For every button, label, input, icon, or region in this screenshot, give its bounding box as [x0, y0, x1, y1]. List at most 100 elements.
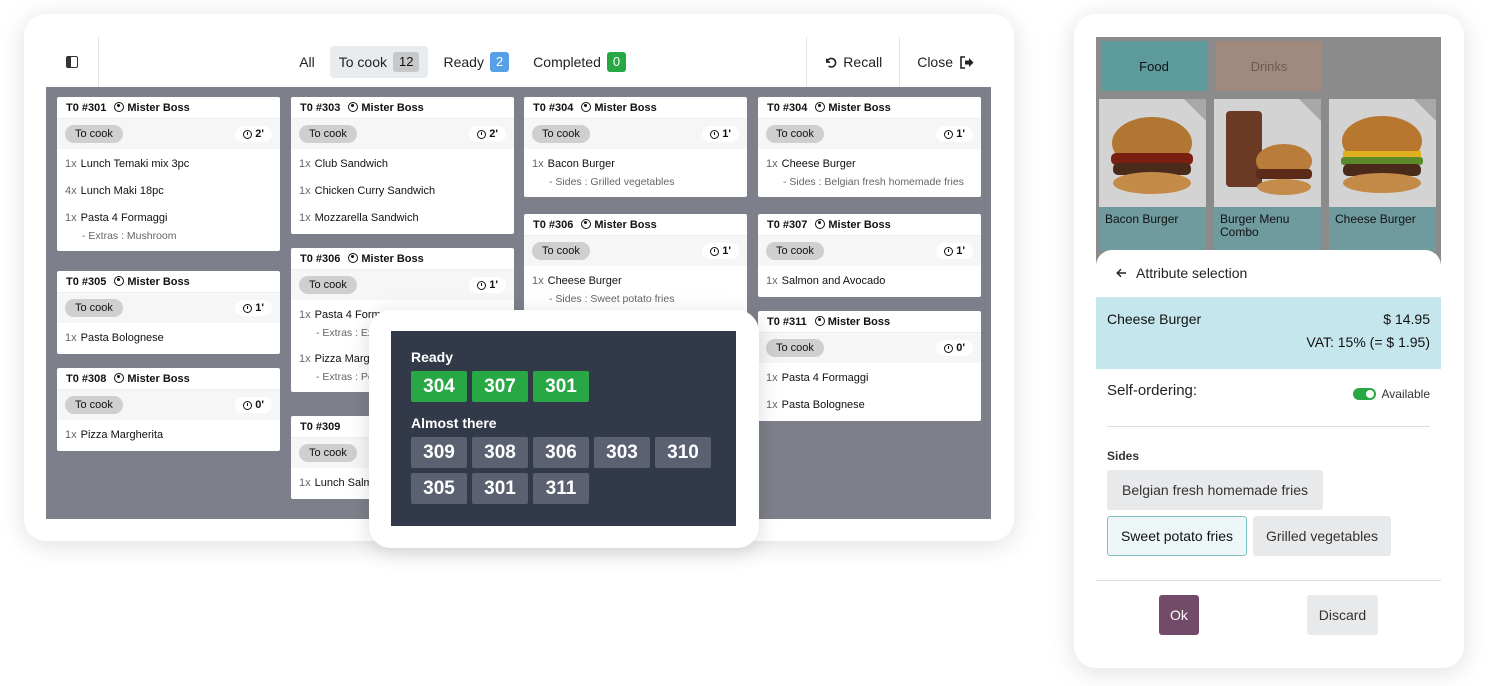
category-drinks[interactable]: Drinks — [1216, 41, 1322, 91]
filter-all[interactable]: All — [290, 48, 324, 76]
order-card[interactable]: T0 #303 Mister Boss To cook 2' 1x Club Sandwi… — [291, 97, 514, 234]
divider — [1107, 426, 1430, 427]
product-card[interactable]: Bacon Burger — [1099, 99, 1206, 251]
info-icon[interactable] — [1184, 99, 1206, 121]
order-line[interactable]: 1x Pizza Margherita — [57, 429, 280, 442]
order-number-tile: 301 — [472, 473, 528, 504]
filter-completed[interactable]: Completed 0 — [524, 46, 635, 78]
filter-ready[interactable]: Ready 2 — [434, 46, 518, 78]
line-qty: 1x — [299, 353, 311, 365]
product-card[interactable]: Cheese Burger — [1329, 99, 1436, 251]
status-pill[interactable]: To cook — [532, 125, 590, 143]
order-lines: 1x Pasta 4 Formaggi 1x Pasta Bolognese — [758, 363, 981, 421]
order-status-row: To cook 1' — [758, 236, 981, 266]
order-card[interactable]: T0 #305 Mister Boss To cook 1' 1x Pasta Bolog… — [57, 271, 280, 354]
category-food[interactable]: Food — [1101, 41, 1207, 91]
line-modifier: - Extras : Pep — [316, 371, 380, 383]
user-name: Mister Boss — [828, 101, 891, 114]
order-line[interactable]: 1x Lunch Temaki mix 3pc — [57, 158, 280, 171]
order-status-row: To cook 2' — [291, 119, 514, 149]
status-pill[interactable]: To cook — [299, 125, 357, 143]
status-pill[interactable]: To cook — [65, 396, 123, 414]
order-line[interactable]: 1x Cheese Burger - Sides : Belgian fresh h… — [758, 158, 981, 188]
status-pill[interactable]: To cook — [766, 242, 824, 260]
filter-to-cook[interactable]: To cook 12 — [329, 46, 429, 78]
order-header: T0 #307 Mister Boss — [758, 214, 981, 236]
order-line[interactable]: 1x Pasta Bolognese — [758, 399, 981, 412]
line-qty: 4x — [65, 185, 77, 197]
order-status-row: To cook 0' — [57, 390, 280, 420]
toggle-switch[interactable] — [1352, 388, 1376, 400]
option-sweet-potato-fries[interactable]: Sweet potato fries — [1107, 516, 1247, 556]
user-icon — [581, 218, 592, 229]
order-card[interactable]: T0 #311 Mister Boss To cook 0' 1x Pasta 4 For… — [758, 311, 981, 421]
product-card[interactable]: Burger Menu Combo — [1214, 99, 1321, 251]
order-card[interactable]: T0 #304 Mister Boss To cook 1' 1x Cheese Burg… — [758, 97, 981, 197]
order-status-row: To cook 0' — [758, 333, 981, 363]
order-line[interactable]: 1x Pasta 4 Formaggi — [758, 372, 981, 385]
status-pill[interactable]: To cook — [65, 299, 123, 317]
status-pill[interactable]: To cook — [532, 242, 590, 260]
order-line[interactable]: 1x Pasta 4 Formaggi - Extras : Mushroom — [57, 212, 280, 242]
line-modifier: - Extras : Mushroom — [82, 230, 177, 242]
line-qty: 1x — [65, 332, 77, 344]
order-line[interactable]: 1x Salmon and Avocado — [758, 275, 981, 288]
user-icon — [114, 372, 125, 383]
availability-toggle[interactable]: Available — [1352, 387, 1430, 401]
ok-button[interactable]: Ok — [1159, 595, 1199, 635]
timer-value: 1' — [722, 245, 731, 257]
order-line[interactable]: 1x Pasta Bolognese — [57, 332, 280, 345]
user-icon — [348, 252, 359, 263]
line-qty: 1x — [299, 158, 311, 170]
order-line[interactable]: 1x Chicken Curry Sandwich — [291, 185, 514, 198]
recall-button[interactable]: Recall — [806, 37, 899, 87]
user-icon — [114, 275, 125, 286]
order-card[interactable]: T0 #307 Mister Boss To cook 1' 1x Salmon and … — [758, 214, 981, 297]
count-badge: 2 — [489, 52, 510, 72]
order-card[interactable]: T0 #301 Mister Boss To cook 2' 1x Lunch Temak… — [57, 97, 280, 251]
line-qty: 1x — [65, 212, 77, 224]
back-button[interactable]: Attribute selection — [1116, 265, 1247, 281]
status-pill[interactable]: To cook — [299, 444, 357, 462]
order-status-row: To cook 2' — [57, 119, 280, 149]
order-card[interactable]: T0 #308 Mister Boss To cook 0' 1x Pizza Margh… — [57, 368, 280, 451]
order-card[interactable]: T0 #304 Mister Boss To cook 1' 1x Bacon Burge… — [524, 97, 747, 197]
cheeseburger-icon — [1341, 116, 1423, 193]
info-icon[interactable] — [1299, 99, 1321, 121]
status-pill[interactable]: To cook — [299, 276, 357, 294]
order-line[interactable]: 1x Cheese Burger - Sides : Sweet potato fr… — [524, 275, 747, 305]
line-product: Pizza Margh — [314, 353, 376, 365]
discard-button[interactable]: Discard — [1307, 595, 1378, 635]
order-line[interactable]: 1x Bacon Burger - Sides : Grilled vegetabl… — [524, 158, 747, 188]
option-grilled-vegetables[interactable]: Grilled vegetables — [1253, 516, 1391, 556]
sidebar-toggle-button[interactable] — [46, 37, 99, 87]
line-qty: 1x — [532, 275, 544, 287]
order-card[interactable]: T0 #306 Mister Boss To cook 1' 1x Cheese Burg… — [524, 214, 747, 314]
order-lines: 1x Pizza Margherita — [57, 420, 280, 451]
order-line[interactable]: 1x Mozzarella Sandwich — [291, 212, 514, 225]
order-lines: 1x Lunch Salm — [291, 468, 514, 499]
status-pill[interactable]: To cook — [766, 125, 824, 143]
line-qty: 1x — [766, 399, 778, 411]
timer-value: 1' — [722, 128, 731, 140]
order-timer: 0' — [235, 397, 272, 413]
order-line[interactable]: 1x Lunch Salm — [291, 477, 514, 490]
order-line[interactable]: 1x Pizza Margh - Extras : Pep — [291, 353, 514, 383]
user-name: Mister Boss — [127, 275, 190, 288]
product-grid: Food Drinks Bacon Burger Burger Menu Com… — [1096, 37, 1441, 267]
status-pill[interactable]: To cook — [65, 125, 123, 143]
clock-icon — [243, 303, 253, 313]
order-line[interactable]: 1x Club Sandwich — [291, 158, 514, 171]
clock-icon — [944, 343, 954, 353]
order-status-row: To cook 1' — [524, 119, 747, 149]
status-pill[interactable]: To cook — [766, 339, 824, 357]
burger-combo-icon — [1226, 111, 1312, 195]
product-image — [1099, 99, 1206, 207]
option-belgian-fries[interactable]: Belgian fresh homemade fries — [1107, 470, 1323, 510]
order-line[interactable]: 4x Lunch Maki 18pc — [57, 185, 280, 198]
order-user: Mister Boss — [114, 101, 190, 114]
info-icon[interactable] — [1414, 99, 1436, 121]
close-button[interactable]: Close — [899, 37, 991, 87]
almost-there-numbers: 309 308 306 303 310 305 301 311 — [411, 437, 721, 504]
order-number-tile: 309 — [411, 437, 467, 468]
